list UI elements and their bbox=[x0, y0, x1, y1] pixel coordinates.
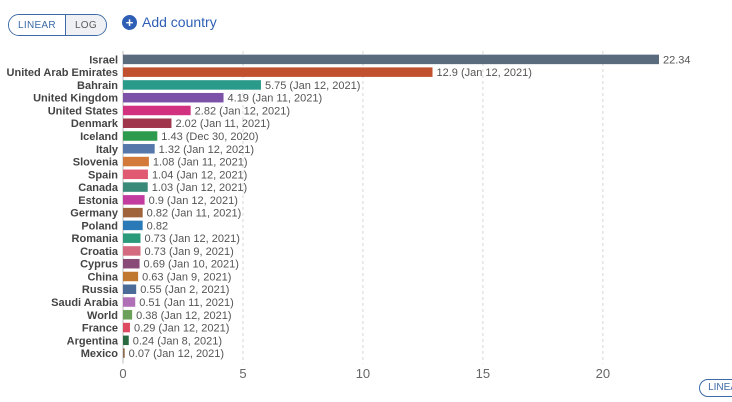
bar[interactable] bbox=[123, 284, 137, 294]
bar[interactable] bbox=[123, 322, 130, 333]
bar[interactable] bbox=[123, 348, 125, 358]
value-label: 1.08 (Jan 11, 2021) bbox=[153, 157, 248, 169]
category-label: Canada bbox=[78, 182, 119, 194]
category-label: China bbox=[87, 271, 118, 283]
bar[interactable] bbox=[123, 195, 145, 205]
bar[interactable] bbox=[123, 310, 133, 320]
value-label: 2.02 (Jan 11, 2021) bbox=[175, 118, 270, 130]
category-label: Spain bbox=[88, 169, 118, 181]
bar[interactable] bbox=[123, 207, 143, 218]
bar[interactable] bbox=[123, 131, 158, 141]
category-label: Saudi Arabia bbox=[51, 297, 119, 309]
value-label: 5.75 (Jan 12, 2021) bbox=[265, 80, 360, 92]
plus-circle-icon: + bbox=[122, 14, 137, 30]
category-label: Italy bbox=[96, 144, 119, 156]
bar[interactable] bbox=[123, 271, 139, 282]
value-label: 1.43 (Dec 30, 2020) bbox=[161, 131, 258, 143]
value-label: 0.82 (Jan 11, 2021) bbox=[147, 208, 242, 220]
bars: Israel 22.34 United Arab Emirates 12.9 (Jan… bbox=[7, 54, 691, 360]
x-tick-label: 20 bbox=[596, 366, 610, 381]
value-label: 1.03 (Jan 12, 2021) bbox=[152, 182, 247, 194]
bar[interactable] bbox=[123, 92, 224, 103]
value-label: 0.73 (Jan 9, 2021) bbox=[145, 246, 234, 258]
add-country-label: Add country bbox=[142, 14, 217, 30]
bar[interactable] bbox=[123, 156, 149, 167]
add-country-button[interactable]: + Add country bbox=[122, 14, 217, 30]
value-label: 0.24 (Jan 8, 2021) bbox=[133, 335, 222, 347]
bar[interactable] bbox=[123, 233, 141, 243]
value-label: 0.38 (Jan 12, 2021) bbox=[136, 310, 231, 322]
scale-toggle: LINEAR LOG bbox=[8, 14, 107, 36]
category-label: Croatia bbox=[80, 246, 119, 258]
linear-scale-button[interactable]: LINEAR bbox=[9, 15, 65, 35]
log-scale-button[interactable]: LOG bbox=[64, 15, 106, 35]
category-label: Iceland bbox=[80, 131, 118, 143]
x-tick-label: 10 bbox=[356, 366, 370, 381]
category-label: Bahrain bbox=[77, 80, 118, 92]
x-tick-label: 0 bbox=[119, 366, 126, 381]
category-label: United Arab Emirates bbox=[7, 67, 118, 79]
category-label: United States bbox=[48, 105, 118, 117]
bar[interactable] bbox=[123, 80, 261, 90]
category-label: Israel bbox=[89, 54, 118, 66]
value-label: 2.82 (Jan 12, 2021) bbox=[195, 105, 290, 117]
category-label: Mexico bbox=[81, 348, 119, 360]
bar[interactable] bbox=[123, 297, 136, 307]
category-label: Germany bbox=[70, 208, 119, 220]
bar[interactable] bbox=[123, 220, 143, 231]
bar[interactable] bbox=[123, 335, 129, 346]
value-label: 0.07 (Jan 12, 2021) bbox=[129, 348, 224, 360]
bar[interactable] bbox=[123, 144, 155, 154]
bar[interactable] bbox=[123, 182, 148, 192]
bar[interactable] bbox=[123, 246, 141, 256]
value-label: 0.73 (Jan 12, 2021) bbox=[145, 233, 240, 245]
value-label: 0.51 (Jan 11, 2021) bbox=[139, 297, 234, 309]
value-label: 1.32 (Jan 12, 2021) bbox=[159, 144, 254, 156]
bar[interactable] bbox=[123, 54, 659, 65]
category-label: Cyprus bbox=[80, 259, 118, 271]
bar[interactable] bbox=[123, 118, 172, 128]
category-label: World bbox=[87, 310, 118, 322]
value-label: 0.63 (Jan 9, 2021) bbox=[142, 271, 231, 283]
bar[interactable] bbox=[123, 67, 433, 77]
value-label: 1.04 (Jan 12, 2021) bbox=[152, 169, 247, 181]
category-label: United Kingdom bbox=[33, 93, 118, 105]
bar[interactable] bbox=[123, 169, 148, 180]
x-tick-label: 15 bbox=[476, 366, 490, 381]
x-tick-label: 5 bbox=[239, 366, 246, 381]
category-label: France bbox=[82, 323, 118, 335]
category-label: Poland bbox=[81, 220, 118, 232]
category-label: Russia bbox=[82, 284, 119, 296]
value-label: 0.82 bbox=[147, 220, 168, 232]
value-label: 4.19 (Jan 11, 2021) bbox=[228, 93, 323, 105]
value-label: 0.29 (Jan 12, 2021) bbox=[134, 323, 229, 335]
bar[interactable] bbox=[123, 105, 191, 116]
value-label: 22.34 bbox=[663, 54, 691, 66]
value-label: 0.69 (Jan 10, 2021) bbox=[144, 259, 239, 271]
bar[interactable] bbox=[123, 258, 140, 269]
category-label: Denmark bbox=[71, 118, 119, 130]
category-label: Estonia bbox=[78, 195, 119, 207]
value-label: 12.9 (Jan 12, 2021) bbox=[437, 67, 532, 79]
value-label: 0.9 (Jan 12, 2021) bbox=[149, 195, 238, 207]
value-label: 0.55 (Jan 2, 2021) bbox=[140, 284, 229, 296]
x-axis: 0 5 10 15 20 bbox=[119, 366, 610, 381]
category-label: Slovenia bbox=[73, 157, 119, 169]
category-label: Romania bbox=[72, 233, 119, 245]
category-label: Argentina bbox=[67, 335, 119, 347]
linear-scale-corner-button[interactable]: LINEA bbox=[699, 379, 732, 397]
